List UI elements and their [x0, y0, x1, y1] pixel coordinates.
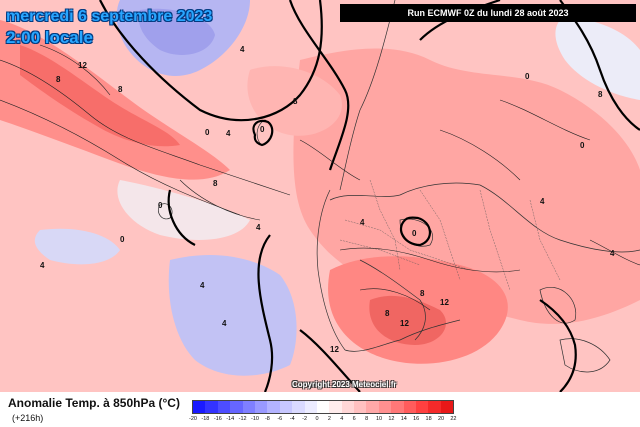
temperature-anomaly-map: 12 8 8 0 8 8 0 4 0 0 4 4 0 8 0 0 4 4 8 1…	[0, 0, 640, 392]
color-scale-swatch	[416, 401, 429, 413]
neutral-zone-atlantic	[117, 180, 250, 240]
color-scale	[192, 400, 455, 414]
color-scale-tick: 2	[327, 416, 331, 422]
color-scale-tick: 0	[315, 416, 319, 422]
color-scale-tick: 22	[450, 416, 457, 422]
color-scale-swatch	[230, 401, 243, 413]
color-scale-tick: 20	[437, 416, 445, 422]
color-scale-tick: -20	[189, 416, 197, 422]
color-scale-tick: -10	[251, 416, 259, 422]
contour-label: 4	[226, 129, 231, 138]
color-scale-tick: -6	[277, 416, 283, 422]
contour-label: 12	[78, 61, 87, 70]
color-scale-tick: -12	[238, 416, 247, 422]
color-scale-swatch	[316, 401, 330, 413]
color-scale-tick: 8	[365, 416, 369, 422]
color-scale-swatch	[341, 401, 355, 413]
country-borders	[339, 179, 561, 291]
color-scale-swatch	[217, 401, 231, 413]
color-scale-swatch	[193, 401, 206, 413]
contour-labels: 12 8 8 0 8 8 0 4 0 0 4 4 0 8 0 0 4 4 8 1…	[40, 45, 615, 354]
color-scale-tick: -4	[289, 416, 295, 422]
color-scale-swatch	[292, 401, 305, 413]
anomaly-contours	[0, 44, 640, 311]
color-scale-swatch	[304, 401, 317, 413]
contour-label: 4	[200, 281, 205, 290]
color-scale-swatch	[267, 401, 280, 413]
cold-anomaly-mid-atlantic	[168, 255, 297, 376]
contour-label: 8	[56, 75, 61, 84]
color-scale-swatch	[329, 401, 342, 413]
warm-anomaly-balkans-core	[369, 295, 446, 345]
color-scale-tick: 4	[340, 416, 344, 422]
cold-anomaly-russia	[555, 19, 640, 100]
contour-label: 4	[256, 223, 261, 232]
contour-label: 4	[360, 218, 365, 227]
contour-label: 0	[580, 141, 585, 150]
color-scale-swatch	[378, 401, 392, 413]
contour-label: 12	[330, 345, 339, 354]
contour-label: 4	[240, 45, 245, 54]
color-scale-tick: 6	[352, 416, 356, 422]
color-scale-swatch	[242, 401, 255, 413]
contour-label: 8	[118, 85, 123, 94]
contour-label: 0	[525, 72, 530, 81]
contour-label: 0	[412, 229, 417, 238]
contour-label: 0	[205, 128, 210, 137]
contour-label: 8	[385, 309, 390, 318]
color-scale-tick: 16	[413, 416, 420, 422]
legend-bar: Anomalie Temp. à 850hPa (°C) (+216h) -20…	[0, 392, 640, 427]
color-scale-tick: 14	[400, 416, 407, 422]
variable-title: Anomalie Temp. à 850hPa (°C)	[8, 396, 180, 410]
lead-time: (+216h)	[12, 413, 44, 423]
color-scale-tick: -8	[264, 416, 270, 422]
cold-anomaly-iberia-west	[34, 228, 120, 265]
warm-anomaly-core-atlantic	[20, 45, 180, 147]
forecast-local-time: 2:00 locale	[6, 28, 93, 47]
model-run-label: Run ECMWF 0Z du lundi 28 août 2023	[340, 4, 636, 22]
contour-label: 4	[222, 319, 227, 328]
contour-label: 0	[260, 125, 265, 134]
copyright-notice: Copyright 2023 Meteociel.fr	[292, 380, 397, 389]
contour-label: 0	[120, 235, 125, 244]
forecast-date: mercredi 6 septembre 2023	[6, 8, 213, 25]
color-scale-swatch	[205, 401, 218, 413]
color-scale-tick: -14	[226, 416, 235, 422]
color-scale-tick: -18	[201, 416, 210, 422]
color-scale-tick: 12	[388, 416, 395, 422]
color-scale-swatch	[254, 401, 268, 413]
contour-label: 8	[213, 179, 218, 188]
contour-label: 8	[598, 90, 603, 99]
color-scale-swatch	[354, 401, 367, 413]
contour-label: 0	[158, 201, 163, 210]
color-scale-tick: 18	[425, 416, 432, 422]
color-scale-swatch	[366, 401, 379, 413]
color-scale-swatch	[391, 401, 404, 413]
contour-label: 12	[440, 298, 449, 307]
cold-anomaly-greenland-core	[138, 8, 215, 55]
contour-label: 12	[400, 319, 409, 328]
color-scale-tick: 10	[375, 416, 383, 422]
color-scale-tick: -2	[302, 416, 308, 422]
contour-label: 4	[40, 261, 45, 270]
contour-label: 8	[420, 289, 425, 298]
color-scale-swatch	[440, 401, 454, 413]
color-scale-swatch	[279, 401, 293, 413]
color-scale-swatch	[428, 401, 441, 413]
color-scale-tick: -16	[213, 416, 222, 422]
contour-label: 4	[540, 197, 545, 206]
warm-anomaly-central-europe	[293, 48, 640, 324]
color-scale-swatch	[403, 401, 417, 413]
contour-label: 8	[293, 97, 298, 106]
contour-label: 4	[610, 249, 615, 258]
